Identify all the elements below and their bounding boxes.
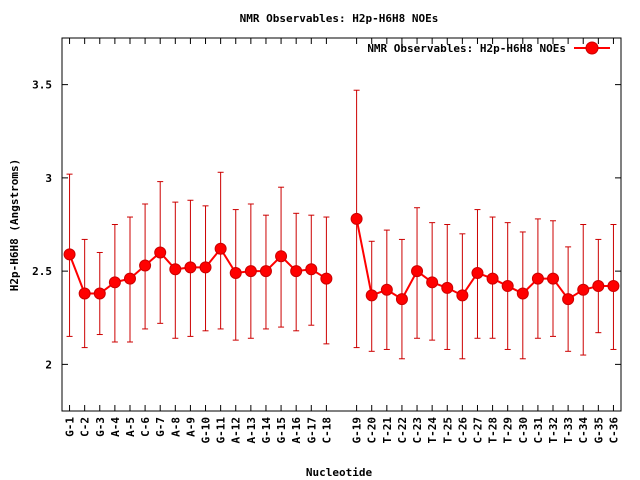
x-tick-label: A-5 [124, 417, 137, 437]
legend-marker [585, 41, 599, 55]
data-point [441, 281, 454, 294]
data-point [184, 261, 197, 274]
data-point [139, 259, 152, 272]
x-tick-label: C-6 [139, 417, 152, 437]
x-tick-label: G-10 [200, 417, 213, 444]
x-tick-label: C-31 [532, 417, 545, 444]
x-tick-label: T-28 [487, 417, 500, 444]
data-point [214, 242, 227, 255]
data-point [259, 265, 272, 278]
data-point [531, 272, 544, 285]
data-point [516, 287, 529, 300]
error-bars [66, 89, 617, 360]
data-point [229, 266, 242, 279]
data-point [547, 272, 560, 285]
data-point [562, 293, 575, 306]
data-point [275, 250, 288, 263]
data-point [607, 280, 620, 293]
x-tick-label: A-13 [245, 417, 258, 444]
data-point [320, 272, 333, 285]
x-tick-label: C-26 [456, 417, 469, 444]
data-point [78, 287, 91, 300]
y-tick-label: 2.5 [32, 265, 52, 278]
x-tick-label: G-17 [305, 417, 318, 444]
x-tick-label: T-21 [381, 417, 394, 444]
x-tick-label: C-18 [320, 417, 333, 444]
data-point [426, 276, 439, 289]
data-point [123, 272, 136, 285]
data-point [395, 293, 408, 306]
x-tick-label: G-19 [351, 417, 364, 444]
series-line [68, 247, 327, 295]
data-point [592, 280, 605, 293]
data-point [169, 263, 182, 276]
x-tick-label: G-3 [94, 417, 107, 437]
x-tick-label: A-4 [109, 417, 122, 437]
y-axis-label: H2p-H6H8 (Angstroms) [8, 159, 21, 291]
data-point [365, 289, 378, 302]
legend-label: NMR Observables: H2p-H6H8 NOEs [367, 42, 566, 55]
legend: NMR Observables: H2p-H6H8 NOEs [367, 41, 610, 55]
data-point [290, 265, 303, 278]
data-point [411, 265, 424, 278]
data-point [486, 272, 499, 285]
x-tick-label: G-1 [64, 417, 77, 437]
x-tick-label: C-23 [411, 417, 424, 444]
x-tick-label: A-16 [290, 417, 303, 444]
data-point [350, 212, 363, 225]
x-tick-label: T-29 [502, 417, 515, 444]
data-point [93, 287, 106, 300]
x-tick-label: T-25 [441, 417, 454, 444]
x-tick-label: G-15 [275, 417, 288, 444]
x-axis: G-1 C-2 G-3 A-4 A-5 C-6 G-7 A-8 A-9 G-10 G-11 A-12 A… [64, 38, 620, 444]
series-lines [68, 218, 614, 301]
x-tick-label: T-24 [426, 417, 439, 444]
x-tick-label: C-36 [607, 417, 620, 444]
x-tick-label: T-33 [562, 417, 575, 444]
y-axis: 2 2.5 3 3.5 [32, 79, 621, 371]
x-tick-label: G-14 [260, 417, 273, 444]
y-tick-label: 3.5 [32, 79, 52, 92]
data-point [63, 248, 76, 261]
x-axis-label: Nucleotide [306, 466, 373, 479]
data-point [380, 283, 393, 296]
x-tick-label: A-8 [169, 417, 182, 437]
data-point [471, 266, 484, 279]
x-tick-label: G-35 [592, 417, 605, 444]
x-tick-label: T-32 [547, 417, 560, 444]
y-tick-label: 3 [45, 172, 52, 185]
x-tick-label: C-27 [471, 417, 484, 444]
data-point [199, 261, 212, 274]
x-tick-label: C-22 [396, 417, 409, 444]
data-points [63, 212, 620, 306]
data-point [577, 283, 590, 296]
data-point [456, 289, 469, 302]
x-tick-label: C-20 [366, 417, 379, 444]
chart-title: NMR Observables: H2p-H6H8 NOEs [240, 12, 439, 25]
y-tick-label: 2 [45, 358, 52, 371]
x-tick-label: A-12 [230, 417, 243, 444]
data-point [244, 265, 257, 278]
data-point [501, 280, 514, 293]
x-tick-label: C-34 [577, 417, 590, 444]
data-point [305, 263, 318, 276]
x-tick-label: G-7 [154, 417, 167, 437]
x-tick-label: A-9 [184, 417, 197, 437]
plot-frame [61, 37, 622, 412]
data-point [154, 246, 167, 259]
x-tick-label: C-30 [517, 417, 530, 444]
series-line [355, 218, 614, 301]
x-tick-label: G-11 [215, 417, 228, 444]
data-point [108, 276, 121, 289]
x-tick-label: C-2 [79, 417, 92, 437]
